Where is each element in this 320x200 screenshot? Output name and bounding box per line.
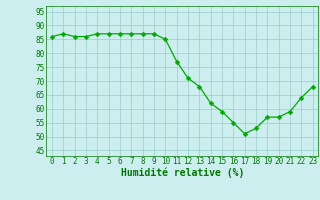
X-axis label: Humidité relative (%): Humidité relative (%) — [121, 168, 244, 178]
